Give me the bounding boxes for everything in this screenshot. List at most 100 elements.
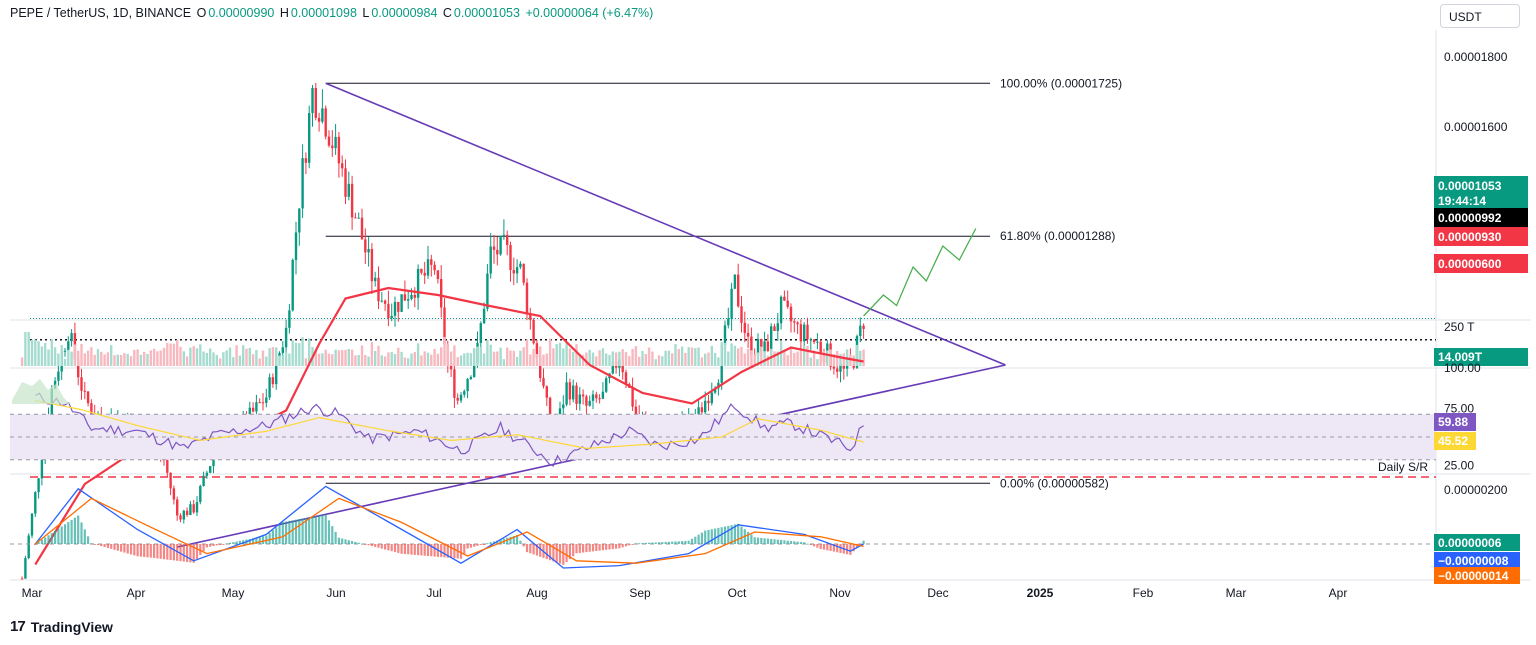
macd-histogram-bar	[582, 544, 585, 553]
macd-histogram-bar	[575, 544, 578, 554]
volume-bar	[608, 354, 611, 366]
volume-bar	[446, 344, 449, 366]
candle-body	[251, 407, 255, 412]
rsi-axis-tick: 100.00	[1444, 361, 1481, 375]
volume-bar	[433, 348, 436, 366]
volume-bar	[816, 359, 819, 366]
macd-histogram-bar	[657, 542, 661, 544]
candle-body	[90, 403, 93, 414]
volume-bar	[720, 342, 723, 366]
low-key: L	[362, 6, 370, 20]
candle-body	[700, 407, 704, 413]
fib-level-label: 100.00% (0.00001725)	[1000, 76, 1122, 90]
candle-body	[258, 402, 261, 404]
macd-histogram-bar	[327, 520, 331, 544]
volume-bar	[327, 353, 331, 366]
candle-body	[697, 407, 700, 417]
volume-bar	[410, 353, 413, 366]
macd-histogram-bar	[80, 522, 83, 544]
time-axis-tick: Apr	[127, 586, 146, 600]
candle-body	[746, 332, 750, 337]
tradingview-logo[interactable]: 17 TradingView	[10, 618, 113, 635]
macd-histogram-bar	[133, 544, 136, 556]
candle-body	[268, 377, 271, 398]
rsi-overbought-fill	[12, 379, 70, 404]
volume-bar	[529, 354, 532, 366]
macd-histogram-bar	[509, 536, 512, 544]
volume-bar	[525, 339, 529, 366]
macd-histogram-bar	[126, 544, 129, 554]
candle-body	[766, 341, 770, 351]
price-axis-tick: 0.00001800	[1444, 50, 1508, 64]
volume-bar	[27, 332, 30, 366]
volume-bar	[377, 345, 380, 366]
volume-bar	[156, 351, 159, 366]
candle-body	[463, 391, 466, 395]
candles	[20, 82, 865, 580]
volume-bar	[789, 347, 793, 366]
macd-histogram-bar	[809, 544, 812, 546]
macd-histogram-bar	[459, 544, 463, 559]
daily-sr-label: Daily S/R	[1378, 460, 1428, 474]
candle-body	[37, 478, 40, 493]
candle-body	[393, 301, 397, 316]
candle-body	[27, 535, 30, 559]
volume-bar	[839, 354, 842, 366]
macd-histogram-bar	[707, 529, 710, 544]
volume-bar	[443, 336, 446, 366]
macd-histogram-bar	[153, 544, 156, 559]
macd-histogram-bar	[205, 544, 208, 548]
macd-histogram-bar	[265, 535, 268, 544]
volume-bar	[47, 349, 50, 366]
volume-bar	[182, 351, 185, 366]
volume-bar	[750, 350, 753, 366]
macd-histogram-bar	[539, 544, 542, 557]
volume-bar	[548, 338, 552, 366]
macd-histogram-bar	[648, 542, 651, 544]
volume-bar	[364, 355, 367, 366]
macd-histogram-bar	[479, 544, 482, 545]
volume-bar	[430, 354, 433, 366]
candle-body	[436, 270, 440, 280]
macd-histogram-bar	[654, 542, 657, 544]
volume-bar	[591, 352, 595, 366]
macd-histogram-bar	[727, 525, 730, 544]
time-axis-tick: Nov	[829, 586, 850, 600]
candle-body	[298, 208, 301, 233]
macd-histogram-bar	[466, 544, 469, 549]
macd-histogram-bar	[304, 517, 307, 544]
macd-histogram-bar	[271, 530, 274, 544]
candle-body	[430, 259, 433, 265]
candle-body	[499, 235, 502, 255]
macd-histogram-bar	[225, 543, 228, 545]
macd-histogram-bar	[852, 544, 855, 552]
volume-bar	[298, 343, 301, 366]
macd-histogram-bar	[700, 532, 703, 544]
volume-bar	[687, 347, 690, 366]
candle-body	[53, 380, 57, 389]
volume-bar	[24, 332, 27, 366]
currency-button[interactable]: USDT	[1440, 4, 1520, 28]
candle-body	[212, 455, 215, 467]
macd-histogram-bar	[816, 544, 819, 548]
macd-histogram-bar	[357, 542, 360, 544]
volume-bar	[585, 352, 588, 366]
macd-histogram-bar	[611, 544, 614, 550]
macd-histogram-bar	[446, 544, 449, 558]
volume-bar	[248, 347, 251, 366]
candle-body	[522, 263, 525, 283]
time-axis-tick: Aug	[526, 586, 547, 600]
macd-histogram-bar	[723, 526, 727, 544]
macd-histogram-bar	[337, 537, 340, 544]
volume-bar	[413, 352, 416, 366]
macd-histogram-bar	[360, 543, 364, 545]
macd-histogram-bar	[783, 540, 786, 544]
candle-body	[842, 363, 845, 369]
candle-body	[370, 248, 374, 282]
candle-body	[169, 472, 172, 489]
macd-histogram-bar	[846, 544, 849, 555]
macd-histogram-bar	[248, 538, 251, 544]
candle-body	[707, 400, 710, 404]
candle-body	[806, 324, 809, 340]
